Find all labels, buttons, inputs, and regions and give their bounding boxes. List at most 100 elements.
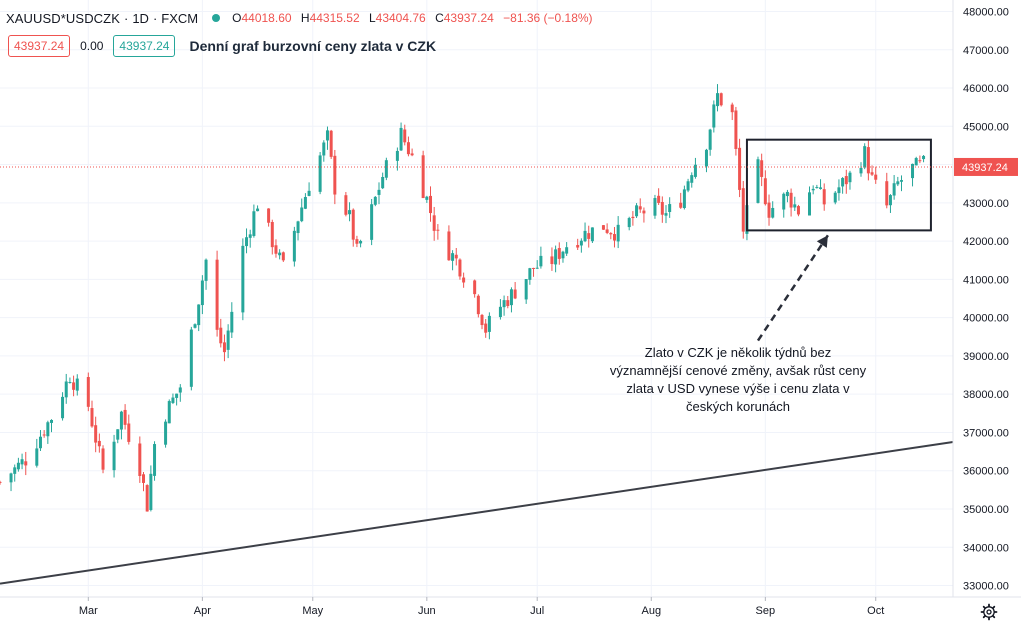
y-tick-label: 38000.00 [963,389,1009,401]
candle-body [498,306,502,318]
price-tag-label: 43937.24 [962,162,1008,174]
candle-body [539,255,543,267]
candle-body [565,247,569,254]
candle-body [164,421,168,445]
candle-body [274,245,278,254]
candle-body [119,411,123,430]
y-tick-label: 39000.00 [963,351,1009,363]
x-tick-label: Mar [79,605,98,617]
candle-body [635,205,639,217]
candles [0,84,926,512]
candle-body [72,382,76,390]
candle-body [348,210,352,215]
price-axis[interactable] [953,0,1021,624]
annotation-text[interactable]: Zlato v CZK je několik týdnů bez významn… [588,344,888,416]
candle-body [399,127,403,151]
y-tick-label: 43000.00 [963,198,1009,210]
candle-body [771,207,775,218]
annotation-line: zlata v USD vynese výše i cenu zlata v [626,381,850,396]
consolidation-box [745,138,932,232]
candle-body [819,187,823,189]
candle-body [653,198,657,216]
candle-body [13,467,17,474]
candle-body [167,401,171,424]
market-status-dot [212,14,221,22]
close-value: 43937.24 [443,11,494,25]
candle-body [403,129,407,143]
candle-body [914,158,918,166]
candle-body [245,237,249,247]
annotation-line: českých korunách [685,399,791,414]
candle-body [892,183,896,196]
candle-body [292,230,296,262]
candle-body [844,176,848,185]
candle-body [322,142,326,156]
candle-body [123,409,127,425]
trend-line [0,441,954,585]
candle-body [68,382,72,384]
candle-body [75,378,79,391]
candle-body [837,187,841,194]
annotation-line: významnější cenové změny, avšak růst cen… [609,363,867,378]
candle-body [429,195,433,214]
candle-body [657,195,661,203]
candle-body [506,300,510,307]
candle-body [866,147,870,174]
candle-body [664,213,668,216]
candle-body [329,130,333,157]
high-value: 44315.52 [309,11,360,25]
x-tick-label: Jul [530,605,544,617]
candle-body [796,206,800,215]
annotation-line: Zlato v CZK je několik týdnů bez [644,345,832,360]
low-value: 43404.76 [375,11,426,25]
candle-body [738,147,742,190]
y-tick-label: 47000.00 [963,45,1009,57]
symbol-name[interactable]: XAUUSD*USDCZK [6,10,120,26]
candle-body [473,280,477,295]
candle-body [16,462,20,470]
x-tick-label: May [302,605,323,617]
candle-body [421,155,425,199]
candle-body [64,381,68,398]
candle-body [241,245,245,313]
candle-body [896,181,900,185]
arrow-line [756,234,829,342]
candle-body [922,155,926,160]
candle-body [436,229,440,231]
trade-row: 43937.24 0.00 43937.24 Denní graf burzov… [8,35,436,57]
gear-icon[interactable] [980,603,998,621]
candle-body [189,329,193,387]
time-axis[interactable]: Mar Apr May Jun Jul Aug Sep Oct [79,597,884,617]
candle-body [911,163,915,179]
y-tick-label: 42000.00 [963,236,1009,248]
candle-body [708,129,712,150]
candle-body [127,423,131,442]
buy-price-button[interactable]: 43937.24 [113,35,176,57]
candle-body [381,176,385,189]
ohlc-values: O44018.60 H44315.52 L43404.76 C43937.24 … [232,11,593,25]
candle-body [480,314,484,326]
candle-body [432,215,436,231]
candle-body [20,459,24,465]
candle-body [631,216,635,219]
candle-body [557,248,561,259]
x-tick-label: Jun [418,605,436,617]
candle-body [811,188,815,191]
candle-body [296,221,300,234]
candle-body [42,434,46,436]
candle-body [693,164,697,177]
sell-price-button[interactable]: 43937.24 [8,35,71,57]
x-tick-label: Oct [867,605,884,617]
candle-body [513,289,517,299]
interval[interactable]: 1D [132,10,149,26]
candle-body [447,231,451,261]
spread-value: 0.00 [80,39,104,53]
candle-body [406,142,410,155]
candle-body [502,300,506,308]
candle-body [252,211,256,236]
y-tick-label: 48000.00 [963,6,1009,18]
arrow-head [816,235,828,248]
price-tag-bg [954,157,1018,176]
candle-body [484,323,488,333]
